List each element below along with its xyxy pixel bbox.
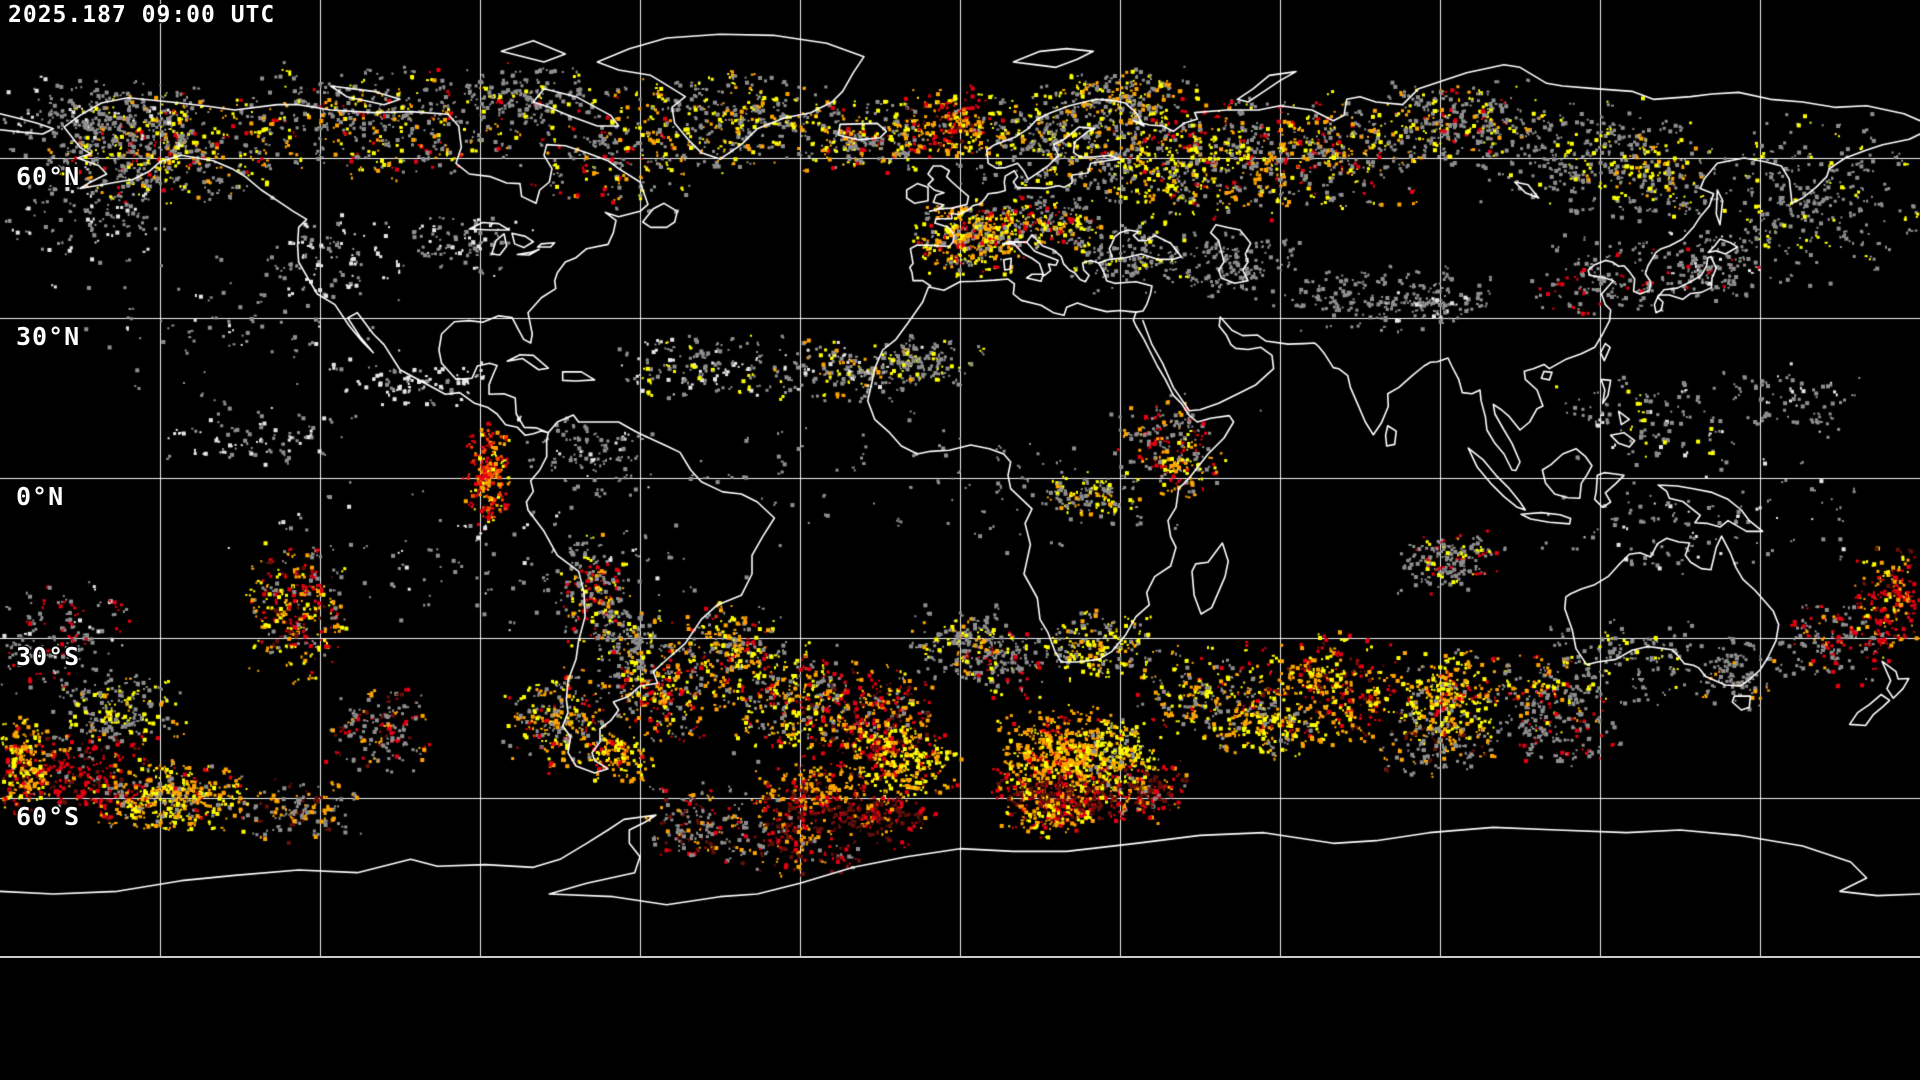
timestamp: 2025.187 09:00 UTC (8, 2, 276, 28)
lat-label-0n: 0°N (16, 482, 65, 511)
map-bottom-border (0, 956, 1920, 958)
world-map: 2025.187 09:00 UTC 60°N 30°N 0°N 30°S 60… (0, 0, 1920, 958)
map-canvas (0, 0, 1920, 958)
lat-label-30s: 30°S (16, 642, 81, 671)
lat-label-60s: 60°S (16, 802, 81, 831)
lat-label-60n: 60°N (16, 162, 81, 191)
lat-label-30n: 30°N (16, 322, 81, 351)
legend: SLW Large Drop Index 13.5-16 16-19 19-22… (0, 958, 1920, 1080)
